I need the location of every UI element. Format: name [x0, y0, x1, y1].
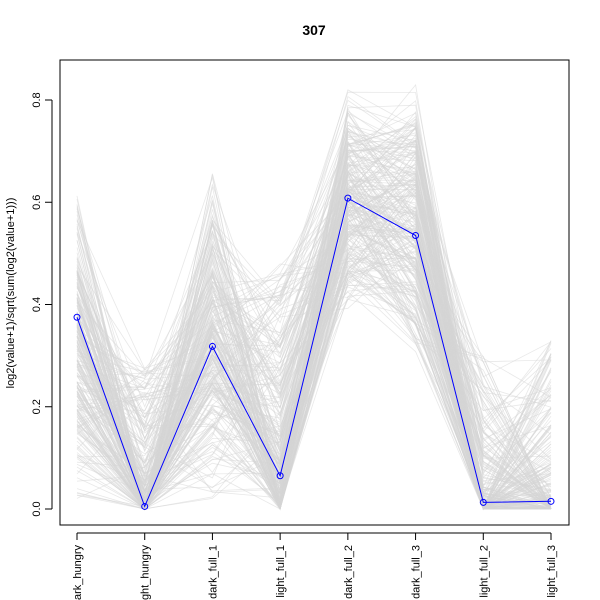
background-series-line — [76, 126, 552, 510]
highlight-series-line — [76, 197, 552, 508]
background-series-line — [76, 146, 552, 510]
background-series-line — [76, 129, 552, 510]
highlight-point — [412, 231, 420, 239]
highlight-point — [73, 313, 81, 321]
x-tick-label: light_hungry — [140, 545, 152, 600]
background-series-line — [76, 124, 552, 474]
x-tick-label: dark_full_1 — [207, 545, 219, 599]
background-series-lines — [76, 83, 552, 511]
y-axis: 0.0 0.2 0.4 0.6 0.8 — [31, 92, 53, 517]
highlight-series — [73, 194, 555, 510]
plot-frame — [59, 59, 570, 526]
y-tick-label: 0.0 — [31, 501, 43, 516]
highlight-point — [547, 497, 555, 505]
x-tick-label: light_full_2 — [478, 545, 490, 598]
x-tick-label: dark_full_3 — [411, 545, 423, 599]
background-series-line — [76, 225, 552, 511]
background-series-line — [76, 142, 552, 510]
y-tick-label: 0.4 — [31, 297, 43, 312]
highlight-point — [208, 342, 216, 350]
y-tick-label: 0.2 — [31, 399, 43, 414]
x-axis: dark_hungry light_hungry dark_full_1 light_… — [72, 532, 558, 600]
highlight-point — [344, 194, 352, 202]
chart-title: 307 — [302, 22, 326, 38]
background-series-line — [76, 129, 552, 493]
y-tick-label: 0.6 — [31, 195, 43, 210]
x-tick-label: light_full_3 — [546, 545, 558, 598]
x-tick-label: light_full_1 — [275, 545, 287, 598]
background-series-line — [76, 163, 552, 511]
background-series-line — [76, 236, 552, 509]
highlight-point — [141, 502, 149, 510]
background-series-line — [76, 145, 552, 511]
background-series-line — [76, 254, 552, 510]
highlight-point — [276, 472, 284, 480]
y-tick-label: 0.8 — [31, 92, 43, 107]
y-axis-label: log2(value+1)/sqrt(sum(log2(value+1))) — [5, 198, 17, 389]
x-tick-label: dark_full_2 — [343, 545, 355, 599]
highlight-point — [479, 498, 487, 506]
x-tick-label: dark_hungry — [72, 545, 84, 600]
background-series-line — [76, 275, 552, 510]
